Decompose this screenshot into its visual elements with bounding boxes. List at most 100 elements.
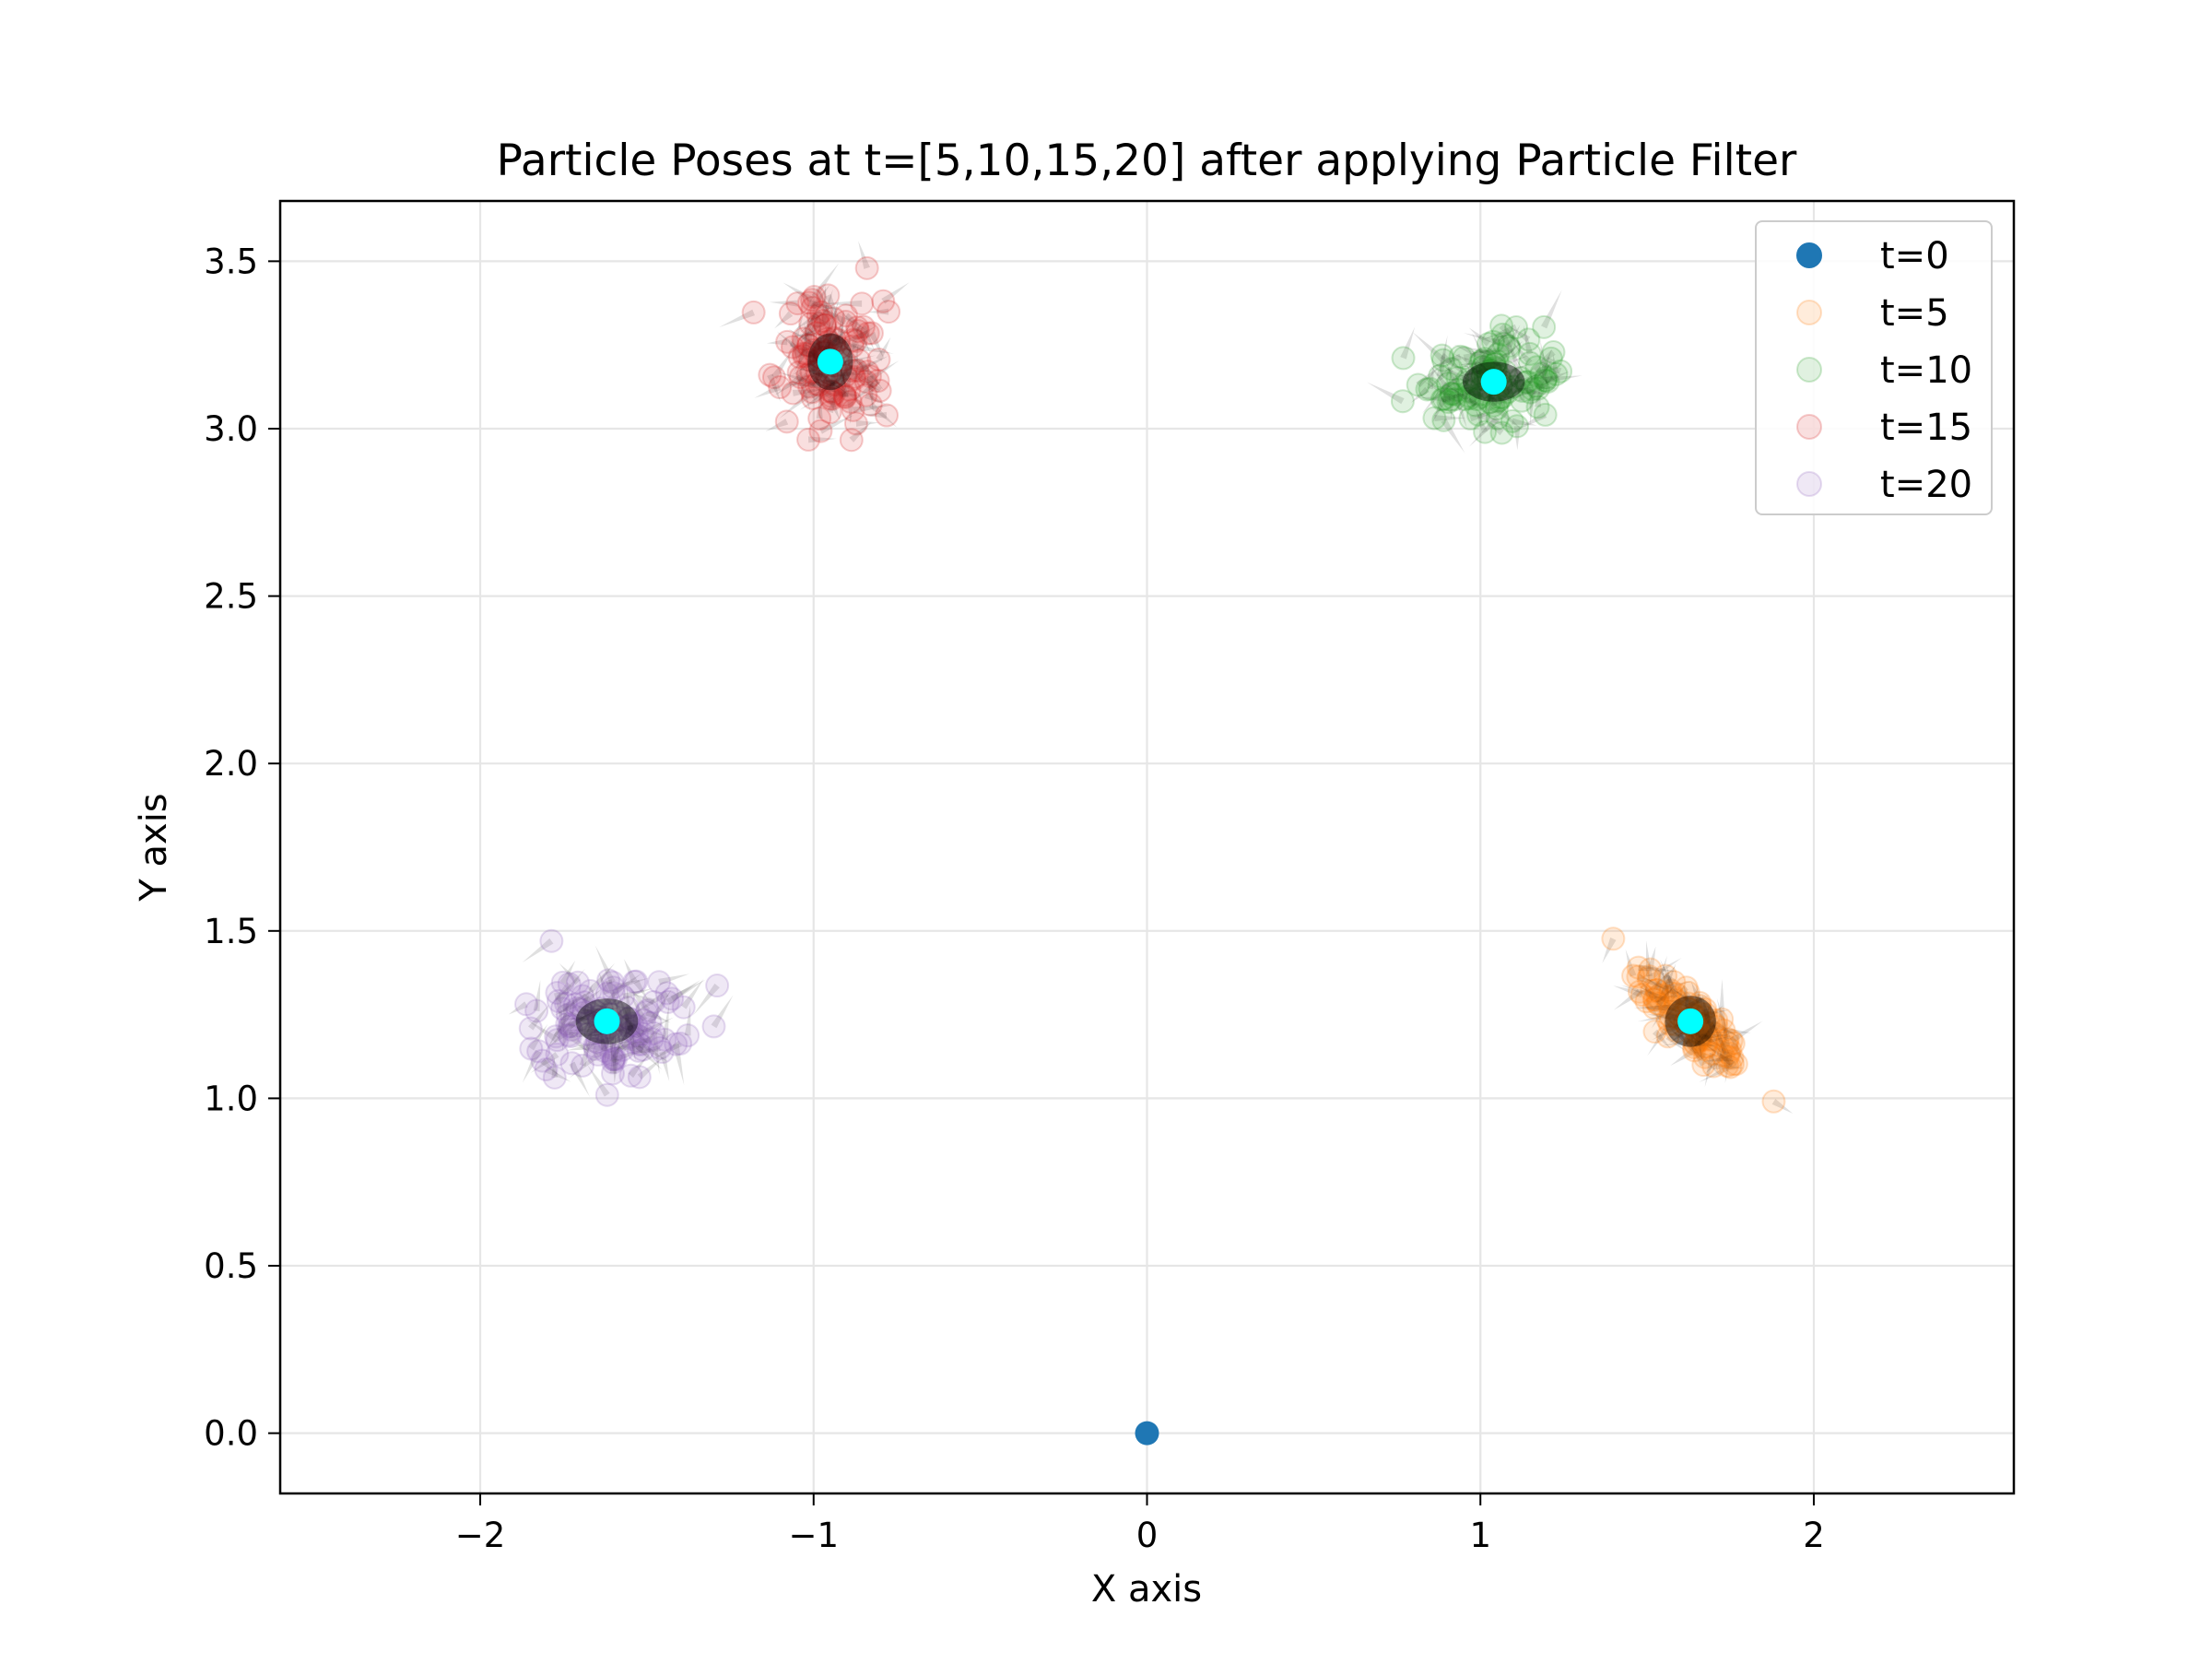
particle-point [610,1037,635,1062]
particle-heading [863,412,888,419]
particle-point [1508,366,1533,391]
particle-point [571,1053,595,1078]
particle-point [1518,380,1543,405]
particle-point [1653,963,1678,988]
particle-heading [1704,1053,1726,1075]
particle-heading [1652,1020,1687,1041]
particle-heading [1672,1031,1708,1060]
particle-heading [1514,411,1547,431]
particle-point [1491,331,1516,356]
particle-point [569,997,594,1022]
particle-heading [562,1003,570,1032]
particle-point [1465,387,1489,412]
particle-heading [1538,348,1552,375]
particle-heading [1464,359,1478,382]
particle-point [1692,1044,1717,1069]
particle-heading [1665,1033,1686,1051]
particle-heading [561,1023,571,1052]
particle-heading [1522,387,1549,395]
particle-heading [1491,330,1512,345]
particle-point [1466,402,1491,427]
particle-point [582,1033,607,1058]
particle-heading [1366,382,1405,405]
particle-point [1724,1052,1748,1077]
particle-point [557,1014,582,1039]
y-tick-label: 3.5 [204,242,258,281]
particle-heading [626,1023,651,1046]
particle-heading [568,1012,593,1029]
y-tick-label: 1.0 [204,1079,258,1118]
particle-point [584,1030,609,1055]
particle-point [557,972,582,997]
particle-point [1692,1034,1717,1059]
particle-point [1642,987,1667,1012]
particle-heading [1513,373,1534,395]
particle-heading [1426,363,1434,390]
particle-point [634,1000,659,1025]
particle-heading [795,373,833,399]
particle-point [1711,1043,1735,1068]
particle-heading [1423,381,1456,403]
particle-heading [1613,985,1643,998]
particle-heading [794,343,812,373]
particle-heading [1436,335,1448,377]
particle-point [600,970,625,995]
particle-point [571,990,596,1015]
particle-heading [833,390,861,397]
particle-heading [1500,371,1521,399]
particle-heading [616,1010,645,1036]
particle-heading [1431,353,1462,368]
particle-heading [1458,360,1472,397]
particle-heading [1540,289,1562,329]
particle-heading [806,323,814,364]
particle-heading [1661,1037,1701,1046]
particle-heading [625,1017,638,1052]
particle-point [1646,992,1671,1017]
particle-heading [1535,360,1551,390]
particle-heading [1662,975,1669,1000]
particle-heading [526,1019,559,1044]
particle-heading [1711,1019,1731,1058]
particle-point [620,1030,645,1055]
particle-heading [1665,999,1688,1007]
particle-point [1422,406,1447,431]
particle-heading [800,313,821,333]
particle-point [671,995,696,1020]
particle-point [618,1063,643,1088]
particle-point [1415,377,1440,402]
particle-point [1694,1034,1719,1059]
particle-point [601,975,626,1000]
particle-point [1720,1045,1745,1070]
particle-point [1532,314,1557,339]
particle-point [800,288,825,313]
particle-heading [852,325,877,343]
particle-point [1651,983,1676,1008]
particle-heading [645,1009,671,1023]
particle-heading [806,369,824,389]
ticks-layer: −2 −1 0 1 2 0.0 0.5 1.0 1.5 2.0 2.5 3.0 3.5 [204,242,1825,1555]
particle-point [1489,313,1514,338]
particle-point [774,409,799,434]
particle-point [1453,387,1477,412]
particle-heading [832,335,866,351]
particle-heading [818,415,854,434]
particle-heading [825,307,832,342]
particle-point [1472,347,1497,372]
particle-heading [1718,978,1725,1020]
particle-point [514,992,539,1017]
particle-heading [577,1031,599,1045]
particle-point [800,380,825,405]
particle-point [1696,1027,1721,1052]
particle-point [1529,361,1554,386]
particle-point [1486,342,1511,367]
particle-point [1525,395,1550,419]
particle-point [798,312,823,336]
particle-point [843,411,868,436]
particle-point [780,335,805,360]
point-t-0 [1135,1421,1159,1446]
particle-heading [769,300,798,307]
particle-point [654,981,679,1006]
particle-heading [774,311,794,329]
particle-heading [1418,396,1451,404]
particle-point [796,333,821,358]
